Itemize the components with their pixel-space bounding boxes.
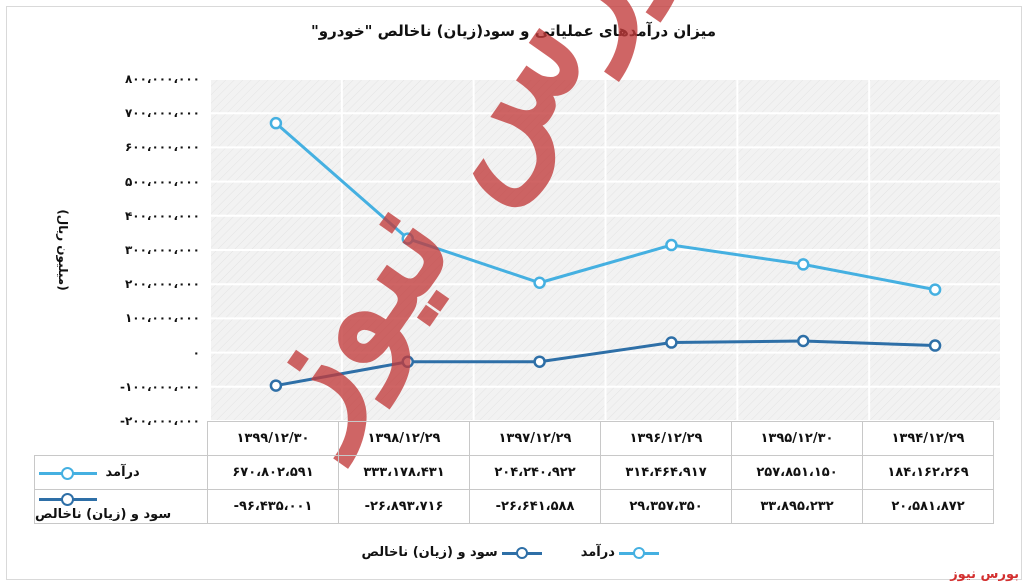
data-point (401, 232, 414, 245)
category-label: ۱۳۹۹/۱۲/۳۰ (207, 421, 339, 456)
data-point (797, 334, 810, 348)
table-cell: -۲۶،۸۹۳،۷۱۶ (338, 489, 470, 524)
category-label: ۱۳۹۷/۱۲/۲۹ (469, 421, 601, 456)
table-cell: ۳۳۳،۱۷۸،۴۳۱ (338, 455, 470, 490)
data-table: ۱۳۹۹/۱۲/۳۰ ۱۳۹۸/۱۲/۲۹ ۱۳۹۷/۱۲/۲۹ ۱۳۹۶/۱۲… (34, 421, 994, 524)
table-cell: ۱۸۴،۱۶۲،۲۶۹ (862, 455, 994, 490)
legend-label: سود و (زیان) ناخالص (361, 545, 498, 560)
legend-item-revenue: درآمد (581, 545, 666, 560)
table-cell: ۳۱۴،۴۶۴،۹۱۷ (600, 455, 732, 490)
table-header-row: ۱۳۹۹/۱۲/۳۰ ۱۳۹۸/۱۲/۲۹ ۱۳۹۷/۱۲/۲۹ ۱۳۹۶/۱۲… (34, 421, 994, 456)
category-label: ۱۳۹۶/۱۲/۲۹ (600, 421, 732, 456)
revenue-swatch (39, 466, 97, 480)
y-tick-label: ۳۰۰،۰۰۰،۰۰۰ (124, 243, 200, 257)
legend-item-gross-profit: سود و (زیان) ناخالص (362, 545, 549, 560)
series-line-1 (275, 339, 936, 388)
data-point (269, 116, 283, 130)
table-row-gross-profit: سود و (زیان) ناخالص -۹۶،۴۳۵،۰۰۱ -۲۶،۸۹۳،… (34, 489, 994, 524)
y-tick-label: ۱۰۰،۰۰۰،۰۰۰ (124, 311, 200, 326)
series-line-0 (274, 122, 936, 292)
y-tick-label: ۷۰۰،۰۰۰،۰۰۰ (124, 106, 200, 121)
revenue-legend-swatch (619, 546, 660, 560)
table-cell: ۳۳،۸۹۵،۲۳۲ (731, 489, 863, 524)
table-cell: -۹۶،۴۳۵،۰۰۱ (207, 489, 339, 524)
legend: سود و (زیان) ناخالص درآمد (0, 545, 1027, 560)
data-point (401, 355, 414, 369)
table-cell: ۲۹،۳۵۷،۳۵۰ (600, 489, 732, 524)
y-tick-label: ۲۰۰،۰۰۰،۰۰۰ (124, 277, 200, 292)
row-header-revenue: درآمد (34, 455, 208, 490)
y-tick-label: ۰ (192, 345, 200, 360)
table-cell: ۲۵۷،۸۵۱،۱۵۰ (731, 455, 863, 490)
row-label: درآمد (105, 465, 140, 480)
brand-logo-text: بورس نیوز (950, 567, 1019, 582)
table-row-revenue: درآمد ۶۷۰،۸۰۲،۵۹۱ ۳۳۳،۱۷۸،۴۳۱ ۲۰۴،۲۴۰،۹۲… (34, 455, 994, 490)
table-cell: ۲۰،۵۸۱،۸۷۲ (862, 489, 994, 524)
table-cell: ۲۰۴،۲۴۰،۹۲۲ (469, 455, 601, 490)
data-point (533, 355, 546, 368)
data-point (928, 339, 942, 352)
y-tick-label: ۶۰۰،۰۰۰،۰۰۰ (124, 140, 200, 155)
data-point (269, 379, 283, 392)
legend-label: درآمد (580, 545, 615, 560)
category-label: ۱۳۹۸/۱۲/۲۹ (338, 421, 470, 456)
data-point (797, 258, 810, 271)
data-point (665, 336, 678, 349)
data-point (928, 283, 942, 296)
category-label: ۱۳۹۴/۱۲/۲۹ (862, 421, 994, 456)
gross-profit-legend-swatch (502, 546, 543, 560)
y-tick-label: ۵۰۰،۰۰۰،۰۰۰ (124, 174, 200, 189)
y-tick-label: ۸۰۰،۰۰۰،۰۰۰ (124, 72, 200, 86)
row-label: سود و (زیان) ناخالص (35, 506, 172, 522)
table-cell: ۶۷۰،۸۰۲،۵۹۱ (207, 455, 339, 490)
chart-title: میزان درآمدهای عملیاتی و سود(زیان) ناخال… (310, 22, 717, 40)
y-tick-label: ۴۰۰،۰۰۰،۰۰۰ (124, 208, 200, 223)
data-point (533, 276, 546, 289)
row-header-gross-profit: سود و (زیان) ناخالص (34, 489, 208, 524)
y-tick-label: -۱۰۰،۰۰۰،۰۰۰ (119, 379, 200, 394)
data-point (665, 238, 678, 252)
gross-profit-swatch (39, 492, 97, 506)
category-label: ۱۳۹۵/۱۲/۳۰ (731, 421, 863, 456)
table-cell: -۲۶،۶۴۱،۵۸۸ (469, 489, 601, 524)
table-corner (34, 421, 208, 456)
